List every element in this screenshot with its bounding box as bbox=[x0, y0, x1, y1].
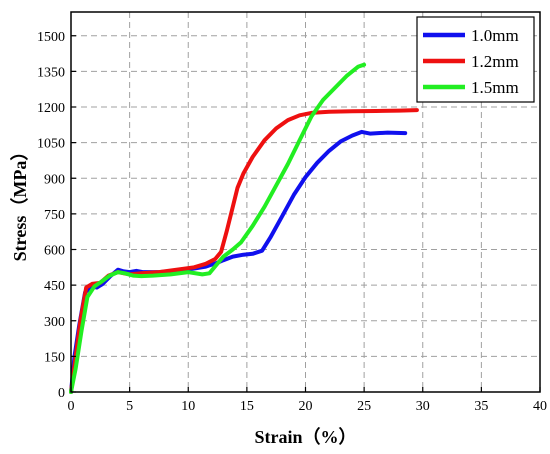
y-tick-label: 450 bbox=[44, 279, 65, 294]
series-line-1.0mm bbox=[69, 129, 408, 394]
y-tick-label: 1350 bbox=[37, 65, 65, 80]
axis-ticks: 0 5 10 15 20 25 30 35 40 0 150 300 450 600 750 900 1050 1… bbox=[37, 30, 547, 414]
x-tick-label: 10 bbox=[181, 399, 195, 414]
y-tick-label: 0 bbox=[58, 386, 65, 401]
y-axis-title: Stress（MPa） bbox=[10, 143, 30, 262]
x-axis-title: Strain（%） bbox=[254, 427, 356, 447]
x-tick-label: 15 bbox=[240, 399, 254, 414]
x-tick-label: 30 bbox=[416, 399, 430, 414]
x-tick-label: 0 bbox=[68, 399, 75, 414]
x-tick-label: 35 bbox=[474, 399, 488, 414]
legend-label: 1.2mm bbox=[471, 52, 519, 71]
x-tick-label: 25 bbox=[357, 399, 371, 414]
series-layer bbox=[69, 62, 419, 394]
y-tick-label: 600 bbox=[44, 244, 65, 259]
y-tick-label: 900 bbox=[44, 172, 65, 187]
y-tick-label: 1050 bbox=[37, 137, 65, 152]
y-tick-label: 1500 bbox=[37, 30, 65, 45]
legend: 1.0mm 1.2mm 1.5mm bbox=[416, 16, 535, 103]
legend-label: 1.5mm bbox=[471, 78, 519, 97]
x-tick-label: 5 bbox=[126, 399, 133, 414]
x-tick-label: 20 bbox=[299, 399, 313, 414]
series-line-1.2mm bbox=[69, 108, 419, 394]
y-tick-label: 150 bbox=[44, 350, 65, 365]
y-tick-label: 1200 bbox=[37, 101, 65, 116]
y-tick-label: 300 bbox=[44, 315, 65, 330]
y-tick-label: 750 bbox=[44, 208, 65, 223]
legend-label: 1.0mm bbox=[471, 26, 519, 45]
x-tick-label: 40 bbox=[533, 399, 547, 414]
series-line-1.5mm bbox=[69, 62, 367, 394]
